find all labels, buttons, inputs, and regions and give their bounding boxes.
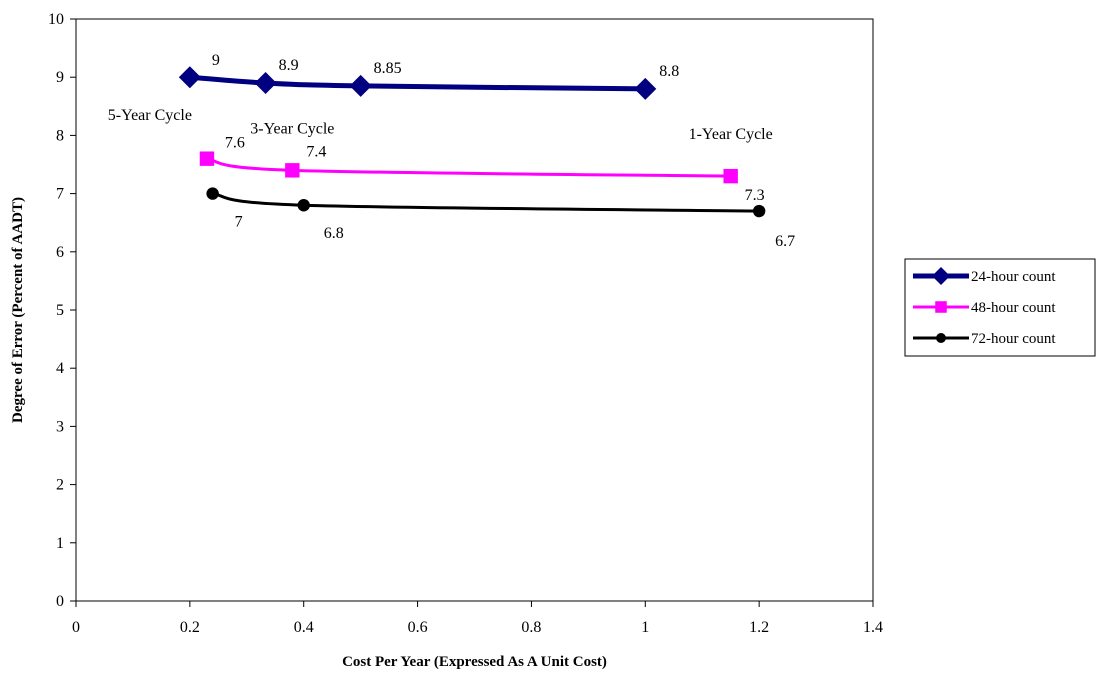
data-labels: 9 8.9 8.85 8.8 7.6 7.4 7.3 7 6.8 6.7 <box>212 52 795 250</box>
y-tick-label: 7 <box>56 186 64 203</box>
data-point <box>634 77 657 100</box>
data-label: 8.85 <box>374 60 402 77</box>
x-tick-label: 0.8 <box>521 619 541 636</box>
x-tick-label: 1.2 <box>749 619 769 636</box>
cycle-annotation: 3-Year Cycle <box>250 120 334 137</box>
y-tick-label: 2 <box>56 477 64 494</box>
y-tick-label: 0 <box>56 593 64 610</box>
plot-area <box>75 18 874 602</box>
data-point <box>297 199 310 212</box>
series-layer <box>178 66 766 218</box>
series-2 <box>199 151 738 184</box>
data-label: 7 <box>235 214 243 231</box>
legend: 24-hour count 48-hour count 72-hour count <box>904 258 1096 357</box>
x-tick-label: 1.4 <box>863 619 883 636</box>
data-point <box>752 204 766 218</box>
data-label: 8.8 <box>659 63 679 80</box>
legend-marker <box>932 267 950 285</box>
legend-marker <box>936 333 946 343</box>
x-tick-label: 0.2 <box>180 619 200 636</box>
y-tick-label: 8 <box>56 127 64 144</box>
data-label: 8.9 <box>279 57 299 74</box>
cycle-annotation: 1-Year Cycle <box>689 126 773 143</box>
data-point <box>178 66 201 89</box>
x-tick-label: 0 <box>72 619 80 636</box>
data-label: 7.6 <box>225 135 245 152</box>
legend-label: 48-hour count <box>971 300 1056 316</box>
series-line <box>206 157 731 178</box>
series-3 <box>206 187 766 218</box>
legend-marker <box>935 301 947 313</box>
y-tick-label: 5 <box>56 302 64 319</box>
series-line <box>189 74 646 92</box>
data-point <box>199 151 215 166</box>
y-tick-label: 10 <box>48 11 64 28</box>
axes: 0 1 2 3 4 5 6 7 8 9 10 0 0.2 0.4 0.6 0.8 1 1.2 1.4 <box>48 11 883 636</box>
data-point <box>285 163 300 178</box>
x-tick-label: 1 <box>641 619 649 636</box>
data-label: 7.4 <box>306 143 326 160</box>
x-tick-label: 0.6 <box>408 619 428 636</box>
y-tick-label: 4 <box>56 360 64 377</box>
series-1 <box>178 66 657 100</box>
data-point <box>254 72 277 95</box>
data-point <box>206 187 219 200</box>
data-label: 7.3 <box>745 187 765 204</box>
x-tick-label: 0.4 <box>294 619 314 636</box>
y-tick-label: 6 <box>56 244 64 261</box>
data-point <box>349 74 372 97</box>
data-label: 9 <box>212 52 220 69</box>
y-tick-label: 9 <box>56 69 64 86</box>
y-tick-label: 3 <box>56 418 64 435</box>
data-label: 6.8 <box>324 225 344 242</box>
data-label: 6.7 <box>775 233 795 250</box>
annotations: 5-Year Cycle 3-Year Cycle 1-Year Cycle <box>108 107 773 143</box>
data-point <box>723 168 738 184</box>
y-tick-label: 1 <box>56 535 64 552</box>
legend-label: 72-hour count <box>971 331 1056 347</box>
x-axis-title: Cost Per Year (Expressed As A Unit Cost) <box>342 654 607 670</box>
legend-label: 24-hour count <box>971 269 1056 285</box>
series-line <box>212 192 760 213</box>
y-axis-title: Degree of Error (Percent of AADT) <box>10 197 26 423</box>
cycle-annotation: 5-Year Cycle <box>108 107 192 124</box>
